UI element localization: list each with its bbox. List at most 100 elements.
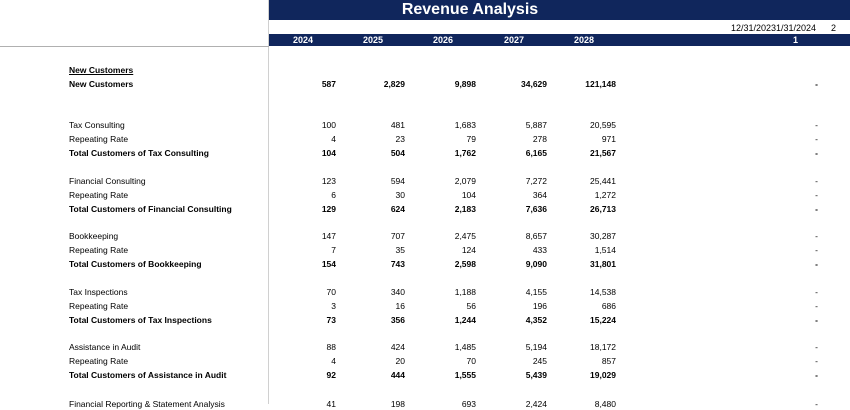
row-value: 433 — [532, 245, 547, 255]
row-label: Bookkeeping — [69, 231, 119, 241]
row-value: 481 — [390, 120, 405, 130]
row-value: - — [815, 245, 818, 255]
row-label: Financial Reporting & Statement Analysis — [69, 399, 225, 409]
row-value: 147 — [321, 231, 336, 241]
row-value: 743 — [390, 259, 405, 269]
row-value: 73 — [326, 315, 336, 325]
row-value: 2,475 — [454, 231, 476, 241]
row-value: 4,352 — [525, 315, 547, 325]
row-value: 16 — [395, 301, 405, 311]
row-value: 587 — [321, 79, 336, 89]
row-value: - — [815, 176, 818, 186]
row-value: 364 — [532, 190, 547, 200]
row-value: 1,555 — [454, 370, 476, 380]
row-value: 2,829 — [383, 79, 405, 89]
row-value: 23 — [395, 134, 405, 144]
row-label: New Customers — [69, 65, 134, 75]
table-row: New Customers 587 2,829 9,898 34,629 121,148 - — [0, 78, 850, 90]
row-value: 104 — [321, 148, 336, 158]
row-value: - — [815, 79, 818, 89]
row-value: 624 — [390, 204, 405, 214]
row-value: - — [815, 190, 818, 200]
column-divider — [268, 0, 269, 404]
row-value: 693 — [461, 399, 476, 409]
table-row: New Customers — [0, 64, 850, 76]
header-rule — [0, 46, 269, 47]
row-value: - — [815, 287, 818, 297]
table-row: Tax Consulting 100 481 1,683 5,887 20,595 - — [0, 119, 850, 131]
row-value: 9,898 — [454, 79, 476, 89]
row-value: - — [815, 259, 818, 269]
row-value: 6 — [331, 190, 336, 200]
row-label: Total Customers of Financial Consulting — [69, 204, 232, 214]
row-value: 79 — [466, 134, 476, 144]
row-value: 5,439 — [525, 370, 547, 380]
row-value: 21,567 — [590, 148, 616, 158]
row-value: - — [815, 231, 818, 241]
row-value: 1,272 — [594, 190, 616, 200]
row-value: 34,629 — [521, 79, 547, 89]
year-header-2025: 2025 — [362, 35, 383, 45]
row-value: 30 — [395, 190, 405, 200]
row-value: 4,155 — [525, 287, 547, 297]
row-value: 1,188 — [454, 287, 476, 297]
table-row: Repeating Rate 4 20 70 245 857 - — [0, 355, 850, 367]
row-label: Tax Consulting — [69, 120, 125, 130]
table-row: Total Customers of Tax Inspections 73 356 1… — [0, 314, 850, 326]
row-value: 356 — [390, 315, 405, 325]
table-row: Repeating Rate 4 23 79 278 971 - — [0, 133, 850, 145]
row-value: - — [815, 370, 818, 380]
row-value: - — [815, 148, 818, 158]
row-value: 5,194 — [525, 342, 547, 352]
table-row: Repeating Rate 3 16 56 196 686 - — [0, 300, 850, 312]
row-value: - — [815, 399, 818, 409]
row-value: 92 — [326, 370, 336, 380]
row-value: 129 — [321, 204, 336, 214]
table-row: Tax Inspections 70 340 1,188 4,155 14,538 - — [0, 286, 850, 298]
sheet-title: Revenue Analysis — [401, 1, 539, 18]
period-index-header: 1 — [792, 35, 798, 45]
row-value: 2,079 — [454, 176, 476, 186]
row-value: 100 — [321, 120, 336, 130]
row-value: 2,183 — [454, 204, 476, 214]
row-value: 707 — [390, 231, 405, 241]
row-value: 121,148 — [585, 79, 616, 89]
row-label: Tax Inspections — [69, 287, 128, 297]
row-label: New Customers — [69, 79, 134, 89]
row-value: 41 — [326, 399, 336, 409]
year-header-2024: 2024 — [292, 35, 313, 45]
row-label: Repeating Rate — [69, 190, 129, 200]
row-value: 26,713 — [590, 204, 616, 214]
row-value: 154 — [321, 259, 336, 269]
row-value: 444 — [390, 370, 405, 380]
row-value: 594 — [390, 176, 405, 186]
table-row: Financial Consulting 123 594 2,079 7,272 25,4… — [0, 175, 850, 187]
table-row: Total Customers of Bookkeeping 154 743 2,59… — [0, 258, 850, 270]
year-header-2027: 2027 — [503, 35, 524, 45]
date-header-2: 1/31/2024 — [775, 23, 816, 33]
row-value: 686 — [601, 301, 616, 311]
table-row: Repeating Rate 6 30 104 364 1,272 - — [0, 189, 850, 201]
row-value: 424 — [390, 342, 405, 352]
row-label: Financial Consulting — [69, 176, 146, 186]
row-value: 1,485 — [454, 342, 476, 352]
row-value: 3 — [331, 301, 336, 311]
year-header-bar — [269, 34, 850, 46]
row-value: 20,595 — [590, 120, 616, 130]
row-value: 8,657 — [525, 231, 547, 241]
table-row: Repeating Rate 7 35 124 433 1,514 - — [0, 244, 850, 256]
table-row: Total Customers of Assistance in Audit 92… — [0, 369, 850, 381]
row-value: 6,165 — [525, 148, 547, 158]
row-value: 9,090 — [525, 259, 547, 269]
row-label: Total Customers of Tax Inspections — [69, 315, 212, 325]
row-value: 1,514 — [594, 245, 616, 255]
table-row: Bookkeeping 147 707 2,475 8,657 30,287 - — [0, 230, 850, 242]
row-value: 2,424 — [525, 399, 547, 409]
row-value: 7,636 — [525, 204, 547, 214]
table-row: Assistance in Audit 88 424 1,485 5,194 18,172… — [0, 341, 850, 353]
row-label: Assistance in Audit — [69, 342, 141, 352]
row-value: 5,887 — [525, 120, 547, 130]
row-value: 25,441 — [590, 176, 616, 186]
row-value: 971 — [601, 134, 616, 144]
table-row: Total Customers of Tax Consulting 104 504 1… — [0, 147, 850, 159]
